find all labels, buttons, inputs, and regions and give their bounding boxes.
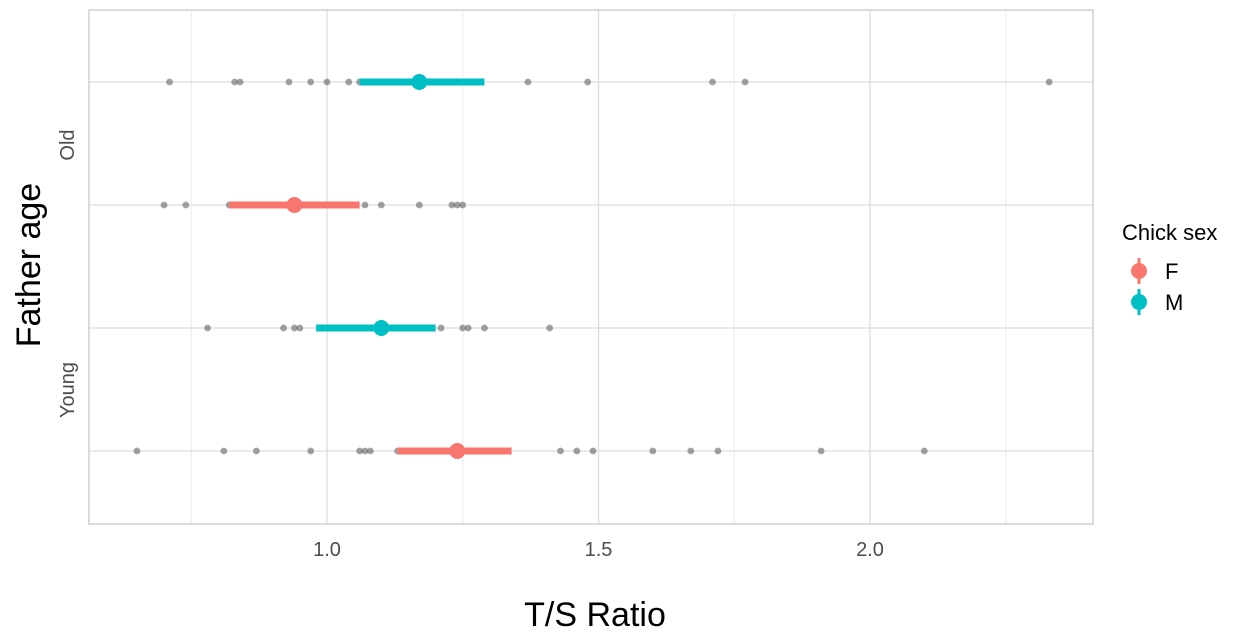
data-point	[296, 324, 304, 332]
data-point	[356, 447, 363, 455]
legend-title: Chick sex	[1122, 220, 1217, 245]
data-point	[714, 447, 722, 455]
x-axis-ticks: 1.0 1.5 2.0	[313, 539, 884, 561]
x-tick-label: 1.0	[313, 539, 341, 561]
panel-frame	[88, 9, 1094, 525]
data-point	[236, 78, 244, 86]
mean-point-young-f	[449, 443, 466, 459]
data-point	[367, 447, 374, 455]
data-point	[709, 78, 716, 86]
y-tick-label-young: Young	[57, 362, 79, 418]
data-point	[573, 447, 581, 455]
data-point	[649, 447, 657, 455]
data-point	[280, 324, 287, 332]
data-points	[133, 78, 1053, 455]
data-point	[589, 447, 597, 455]
data-point	[253, 447, 260, 455]
confidence-intervals	[229, 74, 512, 459]
data-point	[377, 201, 385, 209]
data-point	[220, 447, 228, 455]
data-point	[464, 324, 472, 332]
data-point	[687, 447, 695, 455]
data-point	[448, 201, 456, 209]
y-tick-label-old: Old	[57, 129, 79, 160]
data-point	[307, 78, 315, 86]
data-point	[166, 78, 173, 86]
data-point	[584, 78, 592, 86]
legend-label: F	[1165, 259, 1178, 284]
mean-point-old-m	[411, 74, 428, 90]
data-point	[920, 447, 928, 455]
x-tick-label: 1.5	[585, 539, 613, 561]
data-point	[437, 324, 445, 332]
legend-key-marker	[1131, 263, 1147, 279]
data-point	[1045, 78, 1053, 86]
mean-point-young-m	[373, 320, 390, 336]
data-point	[524, 78, 532, 86]
data-point	[741, 78, 749, 86]
data-point	[323, 78, 331, 86]
legend-key-marker	[1131, 294, 1147, 310]
data-point	[285, 78, 293, 86]
data-point	[345, 78, 353, 86]
y-axis-ticks: Young Old	[57, 129, 79, 418]
data-point	[307, 447, 315, 455]
data-point	[453, 201, 461, 209]
data-point	[415, 201, 423, 209]
data-point	[817, 447, 825, 455]
data-point	[160, 201, 168, 209]
data-point	[361, 447, 369, 455]
data-point	[557, 447, 564, 455]
data-point	[546, 324, 554, 332]
data-point	[231, 78, 239, 86]
legend-label: M	[1165, 290, 1183, 315]
legend: Chick sex FM	[1122, 220, 1217, 315]
data-point	[361, 201, 369, 209]
mean-point-old-f	[286, 197, 303, 213]
data-point	[182, 201, 190, 209]
x-tick-label: 2.0	[856, 539, 884, 561]
data-point	[481, 324, 488, 332]
data-point	[291, 324, 298, 332]
x-axis-title: T/S Ratio	[524, 596, 666, 634]
y-axis-title: Father age	[10, 183, 48, 347]
grid-lines	[89, 10, 1093, 524]
data-point	[204, 324, 211, 332]
data-point	[459, 324, 467, 332]
data-point	[133, 447, 141, 455]
data-point	[459, 201, 467, 209]
panel-border	[88, 9, 1094, 525]
